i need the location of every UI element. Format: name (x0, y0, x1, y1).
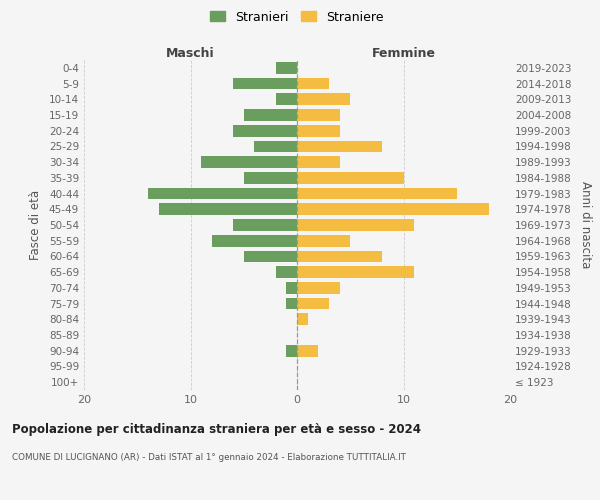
Bar (286, 345, 297, 356)
Text: Popolazione per cittadinanza straniera per età e sesso - 2024: Popolazione per cittadinanza straniera p… (12, 422, 421, 436)
Bar (244, 109, 297, 121)
Bar (297, 282, 340, 294)
Bar (244, 172, 297, 184)
Bar (158, 204, 297, 215)
Bar (297, 188, 457, 200)
Bar (297, 219, 414, 231)
Bar (297, 250, 382, 262)
Bar (297, 235, 350, 246)
Bar (276, 62, 297, 74)
Bar (297, 266, 414, 278)
Bar (201, 156, 297, 168)
Bar (212, 235, 297, 246)
Bar (254, 140, 297, 152)
Bar (148, 188, 297, 200)
Bar (297, 172, 404, 184)
Bar (276, 94, 297, 105)
Bar (297, 78, 329, 90)
Bar (233, 78, 297, 90)
Bar (286, 298, 297, 310)
Bar (297, 345, 319, 356)
Bar (233, 219, 297, 231)
Bar (297, 94, 350, 105)
Bar (297, 140, 382, 152)
Y-axis label: Anni di nascita: Anni di nascita (578, 182, 592, 268)
Y-axis label: Fasce di età: Fasce di età (29, 190, 42, 260)
Bar (233, 125, 297, 136)
Legend: Stranieri, Straniere: Stranieri, Straniere (206, 7, 388, 28)
Bar (297, 204, 489, 215)
Bar (276, 266, 297, 278)
Bar (297, 156, 340, 168)
Bar (297, 298, 329, 310)
Text: Maschi: Maschi (166, 47, 215, 60)
Bar (297, 314, 308, 325)
Bar (286, 282, 297, 294)
Bar (297, 125, 340, 136)
Bar (297, 109, 340, 121)
Text: COMUNE DI LUCIGNANO (AR) - Dati ISTAT al 1° gennaio 2024 - Elaborazione TUTTITAL: COMUNE DI LUCIGNANO (AR) - Dati ISTAT al… (12, 452, 406, 462)
Text: Femmine: Femmine (371, 47, 436, 60)
Bar (244, 250, 297, 262)
